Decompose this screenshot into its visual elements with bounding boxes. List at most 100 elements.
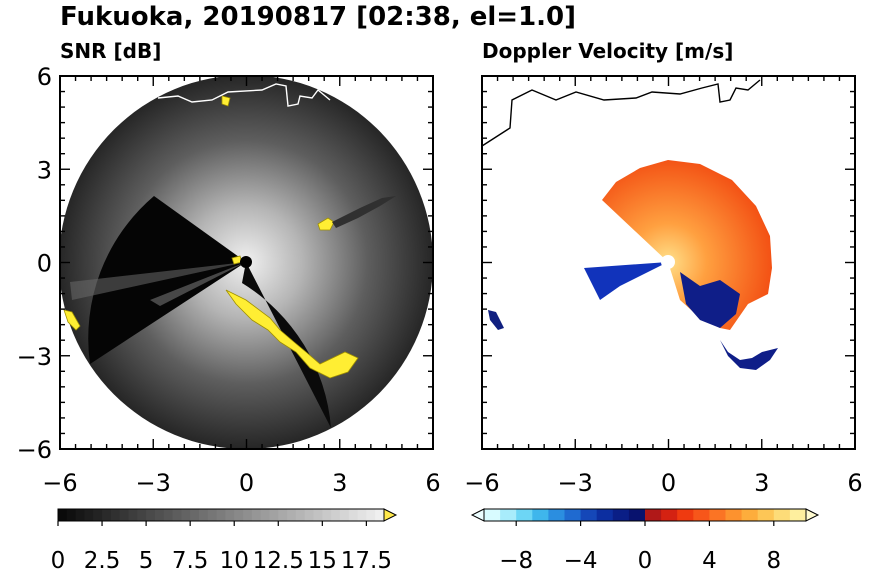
snr-colorbar-label: 12.5 <box>253 548 304 570</box>
doppler-plot-area <box>482 79 778 370</box>
doppler-colorbar-segment <box>628 509 646 521</box>
doppler-colorbar-segment <box>693 509 710 521</box>
snr-colorbar: 0 2.5 5 7.5 10 12.5 15 17.5 <box>51 508 398 574</box>
snr-colorbar-segment <box>190 509 200 521</box>
doppler-colorbar-label: 4 <box>702 548 717 570</box>
snr-coastline <box>157 83 331 107</box>
figure-title: Fukuoka, 20190817 [02:38, el=1.0] <box>60 2 576 32</box>
snr-colorbar-segment <box>216 509 226 521</box>
doppler-colorbar-label: 8 <box>766 548 781 570</box>
snr-shadow-sector <box>242 262 331 428</box>
snr-colorbar-segment <box>260 509 270 521</box>
snr-xtick-label: −3 <box>136 469 171 497</box>
snr-colorbar-segment <box>207 509 218 521</box>
snr-colorbar-label: 15 <box>308 548 337 570</box>
snr-colorbar-segment <box>331 509 341 521</box>
snr-colorbar-label: 10 <box>220 548 249 570</box>
doppler-colorbar-segment <box>677 509 694 521</box>
doppler-colorbar-segment <box>612 509 630 521</box>
doppler-xtick-label: −6 <box>464 469 499 497</box>
doppler-colorbar-segment <box>564 509 582 521</box>
snr-colorbar-segment <box>172 509 182 521</box>
doppler-colorbar-segment <box>741 509 759 521</box>
snr-colorbar-segment <box>313 509 323 521</box>
panel-title-snr: SNR [dB] <box>60 39 161 63</box>
doppler-colorbar-segment <box>516 509 533 521</box>
doppler-xtick-label: 0 <box>661 469 676 497</box>
snr-blocked-sector <box>88 196 246 364</box>
doppler-colorbar-segment <box>596 509 614 521</box>
snr-ytick-label: 0 <box>37 250 52 278</box>
snr-xtick-label: −6 <box>42 469 77 497</box>
snr-colorbar-segment <box>198 509 209 521</box>
snr-colorbar-segment <box>287 509 297 521</box>
doppler-colorbar-segment <box>661 509 678 521</box>
snr-colorbar-label: 0 <box>51 548 66 570</box>
snr-colorbar-segment <box>322 509 332 521</box>
snr-colorbar-label: 5 <box>139 548 154 570</box>
snr-colorbar-segment <box>66 509 77 521</box>
snr-xtick-label: 3 <box>332 469 347 497</box>
snr-colorbar-label: 17.5 <box>341 548 392 570</box>
snr-colorbar-segment <box>154 509 165 521</box>
snr-xtick-label: 6 <box>425 469 440 497</box>
snr-colorbar-segment <box>357 509 367 521</box>
snr-colorbar-segment <box>58 509 68 521</box>
doppler-colorbar-label: −8 <box>499 548 533 570</box>
snr-colorbar-segment <box>243 509 253 521</box>
doppler-colorbar-segment <box>773 509 791 521</box>
snr-colorbar-segment <box>295 509 306 521</box>
doppler-echo-south <box>720 340 778 370</box>
snr-colorbar-label: 2.5 <box>84 548 121 570</box>
doppler-colorbar-label: 0 <box>638 548 653 570</box>
doppler-ticks: −6 −3 0 3 6 <box>464 75 863 497</box>
snr-ytick-label: −3 <box>17 343 52 371</box>
snr-colorbar-segment <box>146 509 156 521</box>
doppler-colorbar-extend-min <box>470 508 485 522</box>
snr-beam-streak <box>70 262 246 300</box>
doppler-colorbar-label: −4 <box>564 548 598 570</box>
snr-colorbar-frame <box>57 508 385 522</box>
doppler-approaching-echo <box>584 262 668 300</box>
snr-colorbar-label: 7.5 <box>172 548 209 570</box>
snr-colorbar-segment <box>366 509 376 521</box>
snr-colorbar-segment <box>75 509 85 521</box>
snr-colorbar-segment <box>375 509 385 521</box>
doppler-radar-center <box>661 255 675 269</box>
snr-colorbar-segment <box>348 509 359 521</box>
doppler-xtick-label: 3 <box>754 469 769 497</box>
doppler-approaching-echo-2 <box>680 272 740 328</box>
snr-ytick-label: 6 <box>37 63 52 91</box>
doppler-colorbar-segment <box>789 509 807 521</box>
snr-colorbar-segment <box>304 509 315 521</box>
snr-radar-center <box>240 256 252 268</box>
doppler-xtick-label: −3 <box>558 469 593 497</box>
doppler-colorbar-segment <box>709 509 726 521</box>
snr-colorbar-extend-max <box>383 508 398 522</box>
doppler-colorbar-segment <box>580 509 598 521</box>
snr-colorbar-segment <box>278 509 288 521</box>
doppler-colorbar-segment <box>500 509 517 521</box>
doppler-echo-west <box>488 310 504 330</box>
doppler-coastline <box>482 79 761 147</box>
snr-colorbar-segment <box>234 509 244 521</box>
doppler-colorbar-segment <box>548 509 565 521</box>
doppler-colorbar-segment <box>725 509 743 521</box>
snr-colorbar-segment <box>84 509 94 521</box>
doppler-colorbar-segment <box>645 509 662 521</box>
doppler-colorbar-extend-max <box>805 508 820 522</box>
snr-xtick-label: 0 <box>239 469 254 497</box>
snr-ytick-label: −6 <box>17 436 52 464</box>
snr-colorbar-segment <box>137 509 147 521</box>
snr-colorbar-segment <box>269 509 279 521</box>
snr-beam-streak-2 <box>150 262 246 306</box>
snr-colorbar-segment <box>251 509 262 521</box>
snr-dark-streak <box>332 196 396 228</box>
panel-title-doppler: Doppler Velocity [m/s] <box>482 39 733 63</box>
doppler-colorbar-segment <box>757 509 775 521</box>
snr-yellow-echoes <box>63 95 359 379</box>
doppler-xtick-label: 6 <box>847 469 862 497</box>
snr-colorbar-segment <box>119 509 129 521</box>
snr-ytick-label: 3 <box>37 156 52 184</box>
snr-ticks: −6 −3 0 3 6 6 3 0 −3 −6 <box>17 63 441 497</box>
